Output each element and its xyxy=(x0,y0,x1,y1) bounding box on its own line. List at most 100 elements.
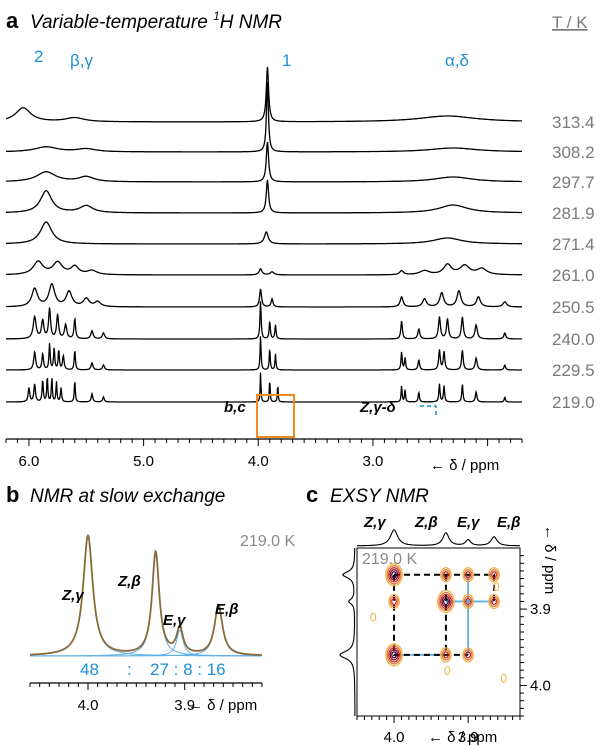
panel-c-letter: c xyxy=(306,482,318,507)
panel-c-ylabel: ← δ / ppm xyxy=(541,525,558,594)
panel-a-letter: a xyxy=(6,8,19,33)
spectrum-line-219.0 xyxy=(6,372,522,403)
exsy-noise-contour xyxy=(370,612,377,622)
peak-label-2: 2 xyxy=(34,47,43,66)
panel-b-label-e-gamma: E,γ xyxy=(163,612,187,629)
annotation-z-gamma-delta: Z,γ-δ xyxy=(359,399,397,416)
exsy-cross-peak xyxy=(443,597,449,606)
panel-c-top-projection xyxy=(357,529,520,547)
peak-label-1: 1 xyxy=(282,51,291,70)
temperature-header: T / K xyxy=(552,13,588,32)
exsy-contours xyxy=(370,563,507,683)
exsy-cross-peak xyxy=(388,647,400,663)
exsy-cross-peak xyxy=(441,595,451,608)
exsy-connector-lines xyxy=(393,573,496,656)
panel-c-left-projection xyxy=(339,548,356,716)
panel-c-x-tick-label: 3.9 xyxy=(458,729,479,746)
exsy-cross-peak xyxy=(389,569,399,581)
spectra-stack xyxy=(5,66,522,403)
panel-a-title-suffix: H NMR xyxy=(220,12,283,33)
panel-c-y-tick-label: 3.9 xyxy=(530,601,551,618)
exsy-cross-peak xyxy=(463,595,473,608)
panel-a-tick-label: 3.0 xyxy=(363,453,384,470)
peak-label-alpha-delta: α,δ xyxy=(445,51,469,70)
panel-b-label-e-beta: E,β xyxy=(215,601,238,618)
annotation-bracket xyxy=(420,405,437,416)
panel-b-ratio-colon: : xyxy=(127,660,132,679)
exsy-cross-peak xyxy=(491,597,497,606)
panel-a-xlabel: ← δ / ppm xyxy=(430,457,499,474)
exsy-cross-peak xyxy=(463,569,473,581)
exsy-cross-peak xyxy=(391,597,397,606)
exsy-cross-peak xyxy=(488,593,500,610)
exsy-noise-contour xyxy=(444,666,451,676)
panel-b-title: NMR at slow exchange xyxy=(30,486,225,507)
temperature-label: 281.9 xyxy=(552,204,595,223)
panel-c-label-z-beta: Z,β xyxy=(414,514,438,531)
exsy-cross-peak xyxy=(386,565,402,585)
exsy-cross-peak xyxy=(462,593,474,610)
exsy-cross-peak xyxy=(489,569,499,581)
panel-b-xlabel: ← δ / ppm xyxy=(188,697,257,714)
panel-c-label-e-beta: E,β xyxy=(497,514,520,531)
exsy-cross-peak xyxy=(440,567,452,583)
panel-a-tick-label: 4.0 xyxy=(248,453,269,470)
spectrum-line-271.4 xyxy=(5,221,522,245)
spectrum-line-250.5 xyxy=(5,282,522,308)
panel-b-sum-spectrum xyxy=(30,533,262,656)
peak-label-beta-gamma: β,γ xyxy=(70,51,94,70)
exsy-cross-peak xyxy=(441,649,451,661)
exsy-cross-peak xyxy=(386,645,402,665)
panel-a-title-prefix: Variable-temperature xyxy=(30,12,213,33)
exsy-cross-peak xyxy=(465,571,471,579)
exsy-cross-peak xyxy=(440,593,452,610)
temperature-label: 261.0 xyxy=(552,266,595,285)
exsy-cross-peak xyxy=(488,567,500,583)
panel-b-ratio-rest: 27 : 8 : 16 xyxy=(150,660,226,679)
panel-c-xlabel: ← δ / ppm xyxy=(428,729,497,746)
temperature-label: 313.4 xyxy=(552,113,595,132)
exsy-cross-peak xyxy=(385,563,403,587)
exsy-cross-peak xyxy=(391,651,397,659)
panel-c-x-tick-label: 4.0 xyxy=(384,729,405,746)
exsy-cross-peak xyxy=(491,571,497,579)
panel-b-label-z-beta: Z,β xyxy=(117,573,141,590)
exsy-cross-peak xyxy=(443,651,449,659)
panel-b-temp: 219.0 K xyxy=(240,533,295,550)
exsy-cross-peak xyxy=(465,597,471,606)
panel-c-label-e-gamma: E,γ xyxy=(457,514,481,531)
exsy-cross-peak xyxy=(462,647,474,663)
temperature-labels: 313.4 308.2 297.7 281.9 271.4 261.0 250.5 240.0… xyxy=(552,113,595,412)
temperature-label: 308.2 xyxy=(552,143,595,162)
exsy-cross-peak xyxy=(389,595,399,608)
panel-b-tick-label: 3.9 xyxy=(174,697,195,714)
panel-b-letter: b xyxy=(6,482,19,507)
panel-a-x-axis: 6.0 5.0 4.0 3.0 xyxy=(5,438,523,470)
temperature-label: 240.0 xyxy=(552,330,595,349)
annotation-z-gamma-delta-text: Z,γ-δ xyxy=(359,399,397,416)
exsy-noise-contour xyxy=(500,673,507,683)
spectrum-line-240.0 xyxy=(6,301,522,340)
panel-a-title: Variable-temperature 1H NMR xyxy=(30,9,282,33)
panel-c-top-spectrum xyxy=(357,529,520,547)
spectrum-line-229.5 xyxy=(6,336,522,371)
spectrum-line-313.4 xyxy=(5,66,522,123)
highlight-box xyxy=(256,394,295,438)
panel-b-tick-label: 4.0 xyxy=(78,697,99,714)
exsy-cross-peak xyxy=(441,569,451,581)
panel-c-y-tick-label: 4.0 xyxy=(530,677,551,694)
panel-b-label-z-gamma: Z,γ xyxy=(61,587,85,604)
spectrum-line-261.0 xyxy=(6,260,522,276)
panel-a-tick-label: 5.0 xyxy=(133,453,154,470)
panel-c-temp: 219.0 K xyxy=(362,551,417,568)
spectrum-line-297.7 xyxy=(5,141,522,183)
temperature-label: 219.0 xyxy=(552,393,595,412)
exsy-cross-peak xyxy=(438,591,454,612)
exsy-cross-peak xyxy=(465,651,471,659)
exsy-cross-peak xyxy=(443,571,449,579)
exsy-cross-peak xyxy=(463,649,473,661)
exsy-cross-peak xyxy=(440,647,452,663)
panel-a-title-sup: 1 xyxy=(213,9,220,23)
panel-c-label-z-gamma: Z,γ xyxy=(363,514,387,531)
